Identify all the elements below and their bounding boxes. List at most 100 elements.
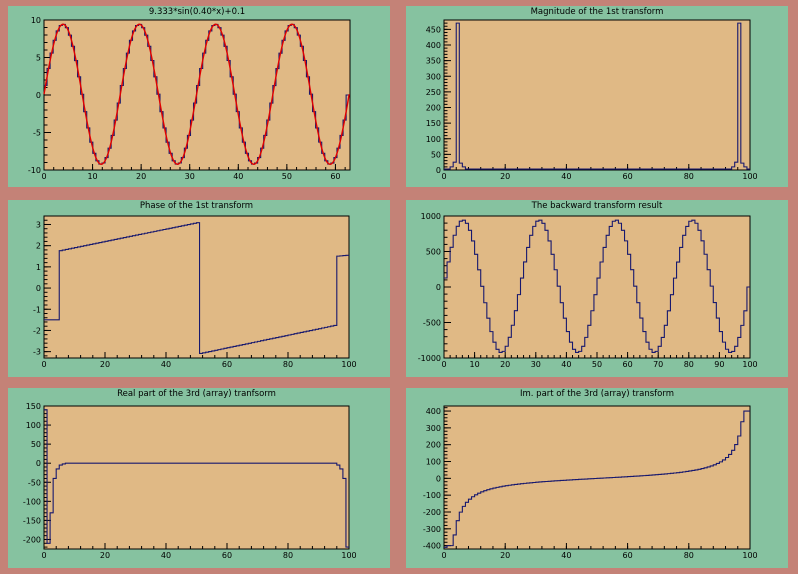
x-tick-label: 60 <box>623 360 633 369</box>
x-tick-label: 100 <box>742 360 757 369</box>
x-tick-label: 0 <box>441 551 446 560</box>
x-tick-label: 60 <box>623 172 633 181</box>
y-tick-label: 5 <box>36 54 41 63</box>
x-tick-label: 60 <box>330 172 340 181</box>
y-tick-label: 200 <box>426 104 441 113</box>
x-tick-label: 20 <box>500 360 510 369</box>
x-tick-label: 40 <box>161 551 171 560</box>
y-tick-label: 0 <box>36 91 41 100</box>
y-tick-label: -10 <box>28 166 41 175</box>
y-tick-label: 3 <box>36 220 41 229</box>
y-tick-label: -3 <box>33 348 41 357</box>
y-tick-label: 1000 <box>421 212 441 221</box>
y-tick-label: -500 <box>423 319 441 328</box>
y-tick-label: 0 <box>436 166 441 175</box>
x-tick-label: 40 <box>233 172 243 181</box>
chart-title: Real part of the 3rd (array) tranfsorm <box>117 389 276 399</box>
chart-pad-real3: Real part of the 3rd (array) tranfsorm 0 2… <box>8 388 390 568</box>
x-tick-label: 50 <box>592 360 602 369</box>
x-tick-label: 30 <box>531 360 541 369</box>
y-tick-label: 500 <box>426 248 441 257</box>
series-hist-imag3 <box>444 410 750 548</box>
chart-title: Magnitude of the 1st transform <box>531 7 664 17</box>
y-tick-label: -1 <box>33 305 41 314</box>
x-tick-label: 80 <box>684 172 694 181</box>
chart-pad-sine: 9.333*sin(0.40*x)+0.1 0 10 20 30 40 50 60 -10 -5 0… <box>8 6 390 187</box>
x-tick-label: 80 <box>283 360 293 369</box>
y-tick-label: -150 <box>23 516 41 525</box>
x-tick-label: 20 <box>100 360 110 369</box>
y-tick-label: 50 <box>431 150 441 159</box>
chart-title: Im. part of the 3rd (array) transform <box>520 389 674 399</box>
y-tick-label: -200 <box>423 508 441 517</box>
y-tick-label: 2 <box>36 242 41 251</box>
y-tick-label: 450 <box>426 25 441 34</box>
x-tick-label: 20 <box>500 172 510 181</box>
x-tick-label: 100 <box>341 360 356 369</box>
x-tick-label: 40 <box>561 360 571 369</box>
x-tick-label: 70 <box>653 360 663 369</box>
y-tick-label: 300 <box>426 72 441 81</box>
x-tick-label: 90 <box>714 360 724 369</box>
plot-area <box>443 405 751 550</box>
x-tick-label: 40 <box>561 551 571 560</box>
y-tick-label: 1 <box>36 263 41 272</box>
y-tick-label: -200 <box>23 535 41 544</box>
x-tick-label: 20 <box>136 172 146 181</box>
y-tick-label: 0 <box>36 284 41 293</box>
chart-title: The backward transform result <box>531 201 663 211</box>
y-tick-label: -400 <box>423 542 441 551</box>
x-tick-label: 100 <box>341 551 356 560</box>
x-tick-label: 50 <box>282 172 292 181</box>
x-tick-label: 10 <box>470 360 480 369</box>
y-tick-label: 100 <box>26 421 41 430</box>
x-tick-label: 0 <box>41 551 46 560</box>
y-tick-label: 100 <box>426 458 441 467</box>
y-tick-label: 200 <box>426 441 441 450</box>
plot-area <box>43 215 350 359</box>
y-tick-label: 250 <box>426 88 441 97</box>
chart-pad-imag3: Im. part of the 3rd (array) transform 0 20… <box>406 388 788 568</box>
y-tick-label: 0 <box>436 474 441 483</box>
y-tick-label: -5 <box>33 129 41 138</box>
x-tick-label: 80 <box>684 360 694 369</box>
y-tick-label: -300 <box>423 525 441 534</box>
y-tick-label: 350 <box>426 57 441 66</box>
y-tick-label: -2 <box>33 326 41 335</box>
x-tick-label: 80 <box>283 551 293 560</box>
y-tick-label: -1000 <box>418 354 441 363</box>
y-tick-label: 0 <box>36 459 41 468</box>
x-tick-label: 80 <box>684 551 694 560</box>
y-tick-label: 400 <box>426 41 441 50</box>
y-tick-label: -100 <box>23 497 41 506</box>
y-tick-label: 0 <box>436 283 441 292</box>
x-tick-label: 0 <box>441 172 446 181</box>
y-tick-label: 300 <box>426 424 441 433</box>
chart-title: 9.333*sin(0.40*x)+0.1 <box>149 7 245 17</box>
y-tick-label: 50 <box>31 440 41 449</box>
x-tick-label: 40 <box>161 360 171 369</box>
x-tick-label: 20 <box>100 551 110 560</box>
x-tick-label: 20 <box>500 551 510 560</box>
series-hist-real3 <box>44 409 349 548</box>
x-tick-label: 100 <box>742 551 757 560</box>
series-fit-sine <box>43 23 350 165</box>
chart-pad-backward: The backward transform result 0 10 20 30 40 50… <box>406 200 788 377</box>
series-hist-magnitude <box>444 22 750 170</box>
x-tick-label: 0 <box>41 172 46 181</box>
y-tick-label: -100 <box>423 491 441 500</box>
x-tick-label: 10 <box>87 172 97 181</box>
y-tick-label: 150 <box>426 119 441 128</box>
y-tick-label: 150 <box>26 402 41 411</box>
y-tick-label: 400 <box>426 407 441 416</box>
plot-area <box>443 19 751 171</box>
chart-pad-magnitude: Magnitude of the 1st transform 0 20 40 60 80 1… <box>406 6 788 187</box>
x-tick-label: 100 <box>742 172 757 181</box>
x-tick-label: 0 <box>41 360 46 369</box>
y-tick-label: 100 <box>426 135 441 144</box>
plot-area <box>43 405 350 550</box>
chart-title: Phase of the 1st transform <box>140 201 253 211</box>
